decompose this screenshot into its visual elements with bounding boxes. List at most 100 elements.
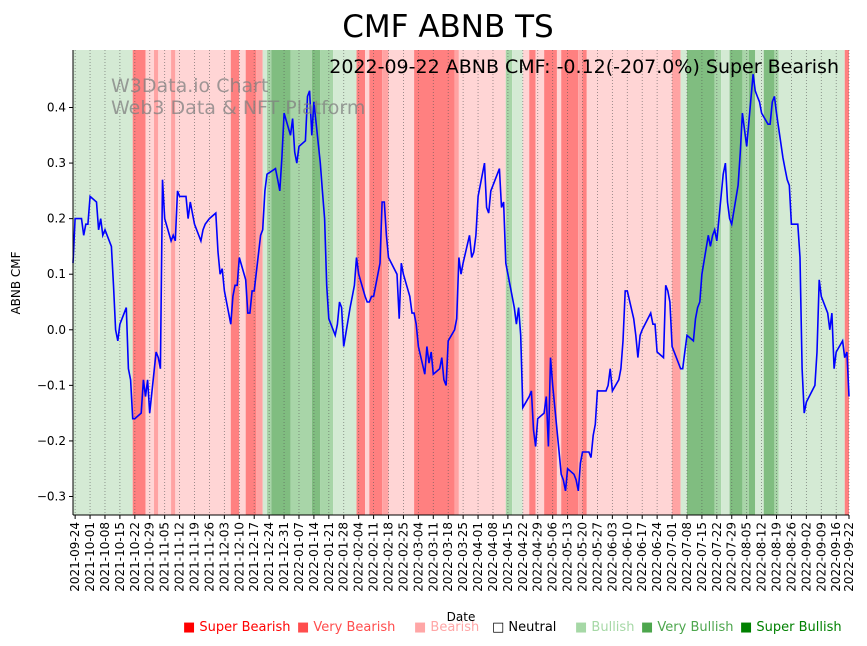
y-tick-label-6: 0.3 [47,156,66,170]
x-tick-label-4: 2021-10-22 [128,522,142,592]
x-tick-label-6: 2021-11-05 [158,522,172,592]
x-tick-label-24: 2022-03-11 [426,522,440,592]
regime-band-10 [256,50,263,515]
legend-swatch-super-bullish: ■ [740,620,757,635]
regime-band-30 [535,50,545,515]
x-tick-label-36: 2022-06-03 [605,522,619,592]
grid-lines [74,50,850,515]
x-tick-label-31: 2022-04-29 [531,522,545,592]
regime-band-5 [171,50,176,515]
y-tick-label-5: 0.2 [47,212,66,226]
y-tick-label-4: 0.1 [47,267,66,281]
regime-band-38 [680,50,687,515]
regime-bands [73,50,849,515]
y-tick-label-7: 0.4 [47,101,66,115]
regime-band-36 [586,50,673,515]
x-tick-label-29: 2022-04-15 [501,522,515,592]
legend-label-neutral: Neutral [508,620,557,635]
legend-label-bearish: Bearish [430,620,480,635]
x-tick-label-34: 2022-05-20 [576,522,590,592]
x-axis-ticks: 2021-09-24 2021-10-01 2021-10-08 2021-10-15… [68,515,856,592]
x-tick-label-46: 2022-08-12 [755,522,769,592]
regime-band-11 [262,50,267,515]
x-tick-label-44: 2022-07-29 [725,522,739,592]
y-tick-label-0: −0.3 [37,490,66,504]
x-tick-label-45: 2022-08-05 [740,522,754,592]
x-tick-label-19: 2022-02-04 [352,522,366,592]
x-tick-label-39: 2022-06-24 [650,522,664,592]
regime-band-19 [365,50,370,515]
x-tick-label-20: 2022-02-11 [367,522,381,592]
regime-band-37 [672,50,681,515]
regime-band-35 [582,50,587,515]
x-tick-label-37: 2022-06-10 [620,522,634,592]
regime-band-7 [230,50,240,515]
x-tick-label-32: 2022-05-06 [546,522,560,592]
regime-band-3 [154,50,159,515]
regime-band-29 [529,50,536,515]
regime-band-45 [755,50,764,515]
legend-swatch-very-bullish: ■ [641,620,658,635]
regime-band-14 [290,50,312,515]
regime-band-0 [73,50,133,515]
x-tick-label-2: 2021-10-08 [98,522,112,592]
x-tick-label-17: 2022-01-21 [322,522,336,592]
x-tick-label-1: 2021-10-01 [83,522,97,592]
x-tick-label-41: 2022-07-08 [680,522,694,592]
x-tick-label-48: 2022-08-26 [784,522,798,592]
regime-band-43 [742,50,749,515]
x-axis-label: Date [447,610,476,624]
legend-label-super-bullish: Super Bullish [756,620,842,635]
x-tick-label-50: 2022-09-09 [814,522,828,592]
legend-item-very-bullish: ■ Very Bullish [641,620,733,635]
x-tick-label-38: 2022-06-17 [635,522,649,592]
x-tick-label-13: 2021-12-24 [262,522,276,592]
regime-band-24 [454,50,459,515]
x-tick-label-7: 2021-11-12 [173,522,187,592]
x-tick-label-49: 2022-09-02 [799,522,813,592]
x-tick-label-12: 2021-12-17 [247,522,261,592]
x-tick-label-27: 2022-04-01 [471,522,485,592]
legend-item-bullish: ■ Bullish [575,620,634,635]
legend-swatch-neutral: □ [492,620,509,635]
y-tick-label-2: −0.1 [37,378,66,392]
regime-band-41 [721,50,730,515]
regime-legend: ■ Super Bearish ■ Very Bearish ■ Bearish… [0,620,867,638]
x-tick-label-15: 2022-01-07 [292,522,306,592]
regime-band-28 [522,50,530,515]
x-tick-label-42: 2022-07-15 [695,522,709,592]
regime-band-31 [544,50,557,515]
watermark-line-2: Web3 Data & NFT Platform [111,97,365,119]
regime-band-34 [578,50,583,515]
x-tick-label-25: 2022-03-18 [441,522,455,592]
x-tick-label-0: 2021-09-24 [68,522,82,592]
x-tick-label-11: 2021-12-10 [232,522,246,592]
legend-label-very-bullish: Very Bullish [657,620,734,635]
legend-item-bearish: ■ Bearish [414,620,479,635]
y-axis-ticks: −0.3 −0.2 −0.1 0.0 0.1 0.2 0.3 0.4 [37,101,73,504]
x-tick-label-14: 2021-12-31 [277,522,291,592]
regime-band-2 [145,50,155,515]
regime-band-12 [267,50,272,515]
cmf-series-line [72,74,850,492]
y-axis-label: ABNB CMF [9,251,23,314]
x-tick-label-21: 2022-02-18 [382,522,396,592]
regime-band-8 [239,50,246,515]
x-tick-label-30: 2022-04-22 [516,522,530,592]
regime-band-46 [763,50,775,515]
x-tick-label-40: 2022-07-01 [665,522,679,592]
regime-band-9 [245,50,257,515]
x-tick-label-23: 2022-03-04 [411,522,425,592]
y-tick-label-1: −0.2 [37,434,66,448]
regime-band-15 [311,50,321,515]
regime-band-44 [748,50,756,515]
x-tick-label-28: 2022-04-08 [486,522,500,592]
y-tick-label-3: 0.0 [47,323,66,337]
legend-item-very-bearish: ■ Very Bearish [297,620,395,635]
x-tick-label-10: 2021-12-03 [217,522,231,592]
x-tick-label-16: 2022-01-14 [307,522,321,592]
x-tick-label-43: 2022-07-22 [710,522,724,592]
legend-label-very-bearish: Very Bearish [313,620,396,635]
x-tick-label-5: 2021-10-29 [143,522,157,592]
regime-band-25 [458,50,506,515]
